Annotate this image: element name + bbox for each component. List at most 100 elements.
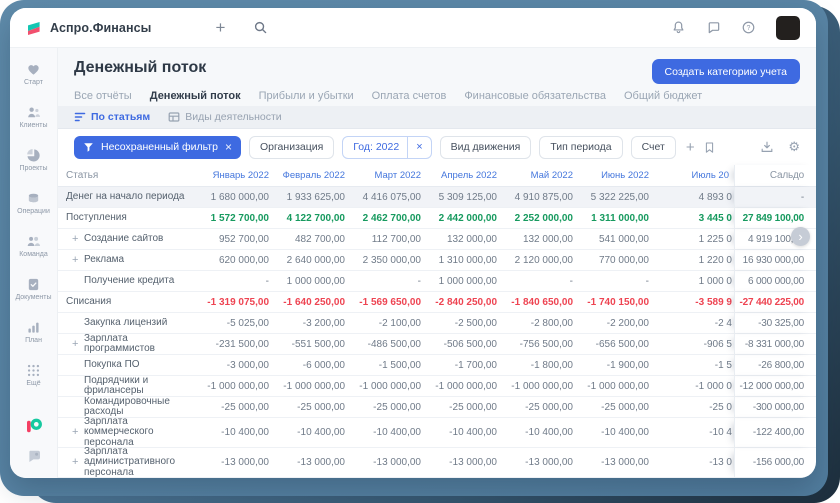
column-header-month[interactable]: Февраль 2022 — [282, 170, 345, 181]
row-article-name: Закупка лицензий — [84, 317, 168, 328]
table-row[interactable]: Покупка ПО -3 000,00 -6 000,00 -1 500,00 -1 … — [58, 355, 816, 376]
filter-chip[interactable]: Счет — [630, 135, 676, 159]
row-article-cell: Денег на начало периода — [58, 192, 198, 203]
sidebar-item-plan[interactable]: План — [10, 310, 58, 353]
tab-report[interactable]: Финансовые обязательства — [464, 90, 606, 102]
app-name: Аспро.Финансы — [50, 20, 152, 35]
expand-plus-icon[interactable]: + — [72, 426, 79, 439]
start-icon — [26, 62, 41, 77]
table-row[interactable]: + Зарплата коммерческого персонала -10 400… — [58, 416, 816, 448]
column-header-month[interactable]: Март 2022 — [374, 170, 421, 181]
row-value-cell: -1 640 250,00 — [283, 296, 345, 308]
row-value-cell: -1 319 075,00 — [207, 296, 269, 308]
add-icon[interactable]: + — [215, 18, 226, 37]
sidebar-item-documents[interactable]: Документы — [10, 267, 58, 310]
row-value-cell: -25 000,00 — [449, 401, 497, 413]
expand-plus-icon[interactable]: + — [72, 337, 79, 350]
settings-gear-icon[interactable]: ⚙ — [788, 139, 800, 155]
table-row[interactable]: Получение кредита - 1 000 000,00 - 1 000 000… — [58, 271, 816, 292]
sidebar-item-clients[interactable]: Клиенты — [10, 95, 58, 138]
expand-plus-icon[interactable]: + — [72, 233, 79, 245]
tab-report[interactable]: Все отчёты — [74, 90, 132, 102]
unsaved-filter-chip[interactable]: Несохраненный фильтр × — [74, 135, 241, 159]
row-value-cell: -2 500,00 — [454, 317, 497, 329]
tab-report[interactable]: Оплата счетов — [371, 90, 447, 102]
filter-chip[interactable]: Тип периода — [539, 135, 623, 159]
search-icon[interactable] — [253, 20, 268, 35]
row-article-name: Подрядчики и фрилансеры — [84, 375, 149, 396]
messages-chat-icon[interactable] — [706, 20, 721, 35]
column-header-month[interactable]: Июль 20 — [691, 170, 729, 181]
table-row[interactable]: + Зарплата программистов -231 500,00 -551 5… — [58, 334, 816, 355]
filter-chip[interactable]: Организация — [248, 135, 335, 159]
view-switch-item[interactable]: Виды деятельности — [168, 111, 282, 123]
app-logo[interactable]: Аспро.Финансы — [26, 20, 151, 36]
row-saldo-cell: -26 800,00 — [734, 355, 816, 375]
add-filter-icon[interactable]: + — [685, 138, 695, 156]
filter-chip[interactable]: Год: 2022 × — [342, 135, 432, 159]
row-value-cell: -13 0 — [709, 457, 732, 468]
expand-plus-icon[interactable]: + — [72, 456, 79, 469]
bookmark-icon[interactable] — [703, 141, 716, 154]
row-saldo-cell: -300 000,00 — [734, 397, 816, 417]
expand-plus-icon[interactable]: + — [72, 254, 79, 266]
filter-chip-label: Организация — [259, 141, 324, 153]
close-icon[interactable]: × — [407, 136, 430, 158]
row-value-cell: 1 933 625,00 — [286, 191, 345, 203]
help-icon[interactable]: ? — [741, 20, 756, 35]
row-value-cell: -10 400,00 — [297, 427, 345, 438]
grid-table-icon — [168, 111, 180, 123]
row-value-cell: -25 000,00 — [221, 401, 269, 413]
column-header-month[interactable]: Апрель 2022 — [441, 170, 497, 181]
projects-icon — [26, 148, 41, 163]
notifications-bell-icon[interactable] — [671, 20, 686, 35]
tab-report[interactable]: Прибыли и убытки — [258, 90, 354, 102]
sidebar-item-more[interactable]: Ещё — [10, 353, 58, 396]
row-article-name: Зарплата коммерческого персонала — [84, 416, 154, 448]
row-value-cell: -10 400,00 — [373, 427, 421, 438]
row-value-cell: -506 500,00 — [443, 338, 497, 350]
table-row[interactable]: Закупка лицензий -5 025,00 -3 200,00 -2 100… — [58, 313, 816, 334]
row-value-cell: -25 0 — [709, 401, 732, 413]
user-avatar[interactable] — [776, 15, 800, 40]
table-row[interactable]: Командировочные расходы -25 000,00 -25 000… — [58, 397, 816, 418]
row-value-cell: -1 700,00 — [454, 359, 497, 371]
row-value-cell: -1 500,00 — [378, 359, 421, 371]
support-chat-icon[interactable] — [26, 448, 42, 464]
sidebar-item-start[interactable]: Старт — [10, 52, 58, 95]
sidebar-item-operations[interactable]: Операции — [10, 181, 58, 224]
row-article-cell: + Зарплата программистов — [58, 334, 198, 355]
sidebar-item-label: Команда — [19, 250, 48, 258]
table-row[interactable]: + Зарплата административного персонала -13… — [58, 447, 816, 478]
table-row[interactable]: + Реклама 620 000,00 2 640 000,00 2 350 000,… — [58, 250, 816, 271]
tab-report[interactable]: Общий бюджет — [624, 90, 703, 102]
view-switch-item[interactable]: По статьям — [74, 111, 150, 123]
row-article-name: Зарплата программистов — [84, 333, 155, 354]
sidebar-item-projects[interactable]: Проекты — [10, 138, 58, 181]
table-row[interactable]: + Создание сайтов 952 700,00 482 700,00 112 … — [58, 229, 816, 250]
scroll-right-button[interactable]: › — [791, 227, 810, 246]
row-value-cell: -13 000,00 — [449, 457, 497, 468]
download-icon[interactable] — [760, 140, 774, 154]
create-category-button[interactable]: Создать категорию учета — [651, 59, 800, 84]
row-value-cell: -486 500,00 — [367, 338, 421, 350]
table-row[interactable]: Денег на начало периода 1 680 000,00 1 933… — [58, 187, 816, 208]
product-logo-icon[interactable] — [25, 416, 43, 434]
table-row[interactable]: Поступления 1 572 700,00 4 122 700,00 2 462… — [58, 208, 816, 229]
table-row[interactable]: Списания -1 319 075,00 -1 640 250,00 -1 569… — [58, 292, 816, 313]
main-content: Денежный поток Создать категорию учета В… — [58, 48, 816, 478]
table-row[interactable]: Подрядчики и фрилансеры -1 000 000,00 -1 0… — [58, 376, 816, 397]
sidebar-item-label: Клиенты — [19, 121, 48, 129]
row-value-cell: -3 000,00 — [226, 359, 269, 371]
row-value-cell: -2 840 250,00 — [435, 296, 497, 308]
column-header-month[interactable]: Май 2022 — [530, 170, 573, 181]
row-saldo-cell: -12 000 000,00 — [734, 376, 816, 396]
row-value-cell: -1 000 000,00 — [587, 380, 649, 392]
column-header-month[interactable]: Январь 2022 — [212, 170, 269, 181]
view-switch-label: Виды деятельности — [185, 111, 282, 123]
sidebar-item-team[interactable]: Команда — [10, 224, 58, 267]
close-icon[interactable]: × — [224, 140, 232, 154]
report-tabs: Все отчёты Денежный поток Прибыли и убытки… — [74, 90, 800, 110]
column-header-month[interactable]: Июнь 2022 — [601, 170, 649, 181]
filter-chip[interactable]: Вид движения — [439, 135, 532, 159]
